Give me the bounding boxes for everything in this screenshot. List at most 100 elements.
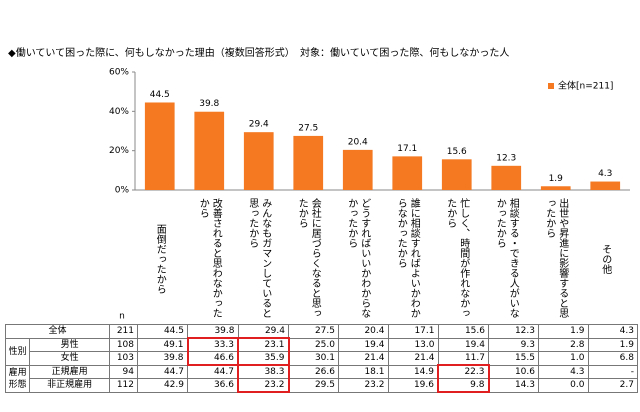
value-cell: 1.0 — [538, 351, 589, 366]
legend-label: 全体[n=211] — [558, 80, 613, 92]
n-cell: 108 — [109, 337, 138, 352]
value-label: 12.3 — [496, 153, 516, 163]
value-cell: 22.3 — [437, 364, 490, 379]
value-label: 39.8 — [199, 99, 219, 109]
n-cell: 94 — [109, 364, 138, 379]
value-cell: 19.4 — [437, 337, 489, 352]
value-cell: 6.8 — [587, 351, 638, 366]
value-cell: 44.7 — [187, 364, 239, 379]
value-cell: 27.5 — [288, 324, 339, 339]
value-cell: 44.5 — [137, 324, 188, 339]
x-tick-label: 相談する・できる人がいなかったから — [494, 198, 519, 318]
x-tick-label: どうすればいいかわからなかったから — [345, 198, 370, 318]
x-tick-label: その他 — [599, 244, 611, 274]
value-cell: 2.7 — [587, 378, 638, 393]
x-tick-label: 会社に居づらくなると思ったから — [296, 198, 321, 318]
table-row: 非正規雇用 112 42.9 36.6 23.2 29.5 23.2 19.6 9.8 14.3 0… — [6, 378, 638, 393]
row-label: 男性 — [29, 337, 110, 352]
value-label: 27.5 — [298, 123, 318, 133]
value-cell: 18.1 — [338, 364, 389, 379]
group-label: 性別 — [4, 337, 31, 366]
y-tick-label: 0% — [115, 186, 130, 196]
value-cell: 11.7 — [437, 351, 489, 366]
n-cell: 103 — [109, 351, 138, 366]
value-cell: 49.1 — [137, 337, 188, 352]
value-cell: 14.3 — [488, 378, 539, 393]
value-label: 1.9 — [549, 174, 564, 184]
value-cell: 38.3 — [237, 364, 290, 379]
bar — [144, 102, 175, 190]
value-cell: 12.3 — [488, 324, 539, 339]
bar — [491, 165, 522, 190]
value-label: 4.3 — [598, 169, 612, 179]
value-cell: 9.8 — [437, 378, 490, 393]
value-cell: 35.9 — [237, 351, 290, 366]
value-cell: 44.7 — [137, 364, 188, 379]
value-cell: 20.4 — [338, 324, 389, 339]
bar — [194, 111, 225, 190]
table-row: 雇用形態 正規雇用 94 44.7 44.7 38.3 26.6 18.1 14.9 22.3 10… — [4, 364, 638, 393]
value-cell: 26.6 — [288, 364, 339, 379]
value-cell: 39.8 — [137, 351, 188, 366]
value-label: 20.4 — [348, 137, 368, 147]
row-label: 全体 — [5, 324, 110, 339]
n-cell: 211 — [109, 324, 138, 339]
row-label: 女性 — [29, 351, 110, 366]
table-row: 性別 男性 108 49.1 33.3 23.1 25.0 19.4 13.0 19.4 9.3 2.… — [4, 337, 638, 366]
value-label: 15.6 — [447, 147, 467, 157]
bar — [342, 149, 373, 190]
table-row: 全体 211 44.5 39.8 29.4 27.5 20.4 17.1 15.6 12.3 1.9… — [5, 324, 638, 339]
value-cell: 46.6 — [186, 351, 239, 366]
value-cell: 4.3 — [587, 324, 638, 339]
value-cell: 39.8 — [187, 324, 239, 339]
x-tick-label: 面倒だったから — [154, 224, 166, 294]
value-cell: 30.1 — [288, 351, 339, 366]
bar — [392, 156, 423, 190]
bar — [590, 181, 621, 190]
value-cell: 13.0 — [387, 337, 439, 352]
value-cell: 25.0 — [288, 337, 339, 352]
subtitle: 対象：働いていて困った際、何もしなかった人 — [300, 48, 510, 59]
y-tick-label: 20% — [109, 146, 129, 156]
value-cell: 33.3 — [186, 337, 239, 352]
bar — [540, 186, 571, 190]
value-cell: 15.6 — [437, 324, 489, 339]
value-label: 44.5 — [150, 90, 170, 100]
value-cell: 2.8 — [538, 337, 589, 352]
legend-swatch — [548, 83, 554, 89]
value-cell: 21.4 — [387, 351, 439, 366]
value-cell: 42.9 — [137, 378, 188, 393]
value-cell: 36.6 — [187, 378, 239, 393]
n-header: n — [119, 312, 125, 322]
row-label: 非正規雇用 — [29, 378, 110, 393]
value-cell: - — [587, 364, 638, 379]
bar — [441, 159, 472, 190]
value-cell: 23.2 — [237, 378, 290, 393]
group-label: 雇用形態 — [4, 364, 31, 393]
data-table: 全体 211 44.5 39.8 29.4 27.5 20.4 17.1 15.6 12.3 1.9… — [4, 324, 638, 393]
n-cell: 112 — [109, 378, 138, 393]
x-tick-label: 改善されると思わなかったから — [197, 198, 222, 318]
value-cell: 14.9 — [387, 364, 439, 379]
x-tick-label: みんなもガマンしていると思ったから — [246, 198, 271, 318]
value-cell: 19.4 — [338, 337, 389, 352]
x-tick-label: 出世や昇進に影響すると思ったから — [543, 198, 568, 318]
y-tick-label: 60% — [109, 68, 129, 78]
value-cell: 10.6 — [488, 364, 539, 379]
bar — [293, 135, 324, 190]
value-cell: 17.1 — [387, 324, 439, 339]
value-cell: 15.5 — [488, 351, 539, 366]
value-cell: 0.0 — [538, 378, 589, 393]
value-cell: 29.5 — [288, 378, 339, 393]
value-label: 17.1 — [397, 144, 417, 154]
value-cell: 1.9 — [538, 324, 589, 339]
x-tick-label: 忙しく、時間が作れなかったから — [444, 198, 469, 318]
value-cell: 21.4 — [338, 351, 389, 366]
title: ◆働いていて困った際に、何もしなかった理由（複数回答形式） — [8, 48, 295, 59]
value-cell: 1.9 — [587, 337, 638, 352]
x-tick-label: 誰に相談すればよいかわからなかったから — [395, 198, 420, 318]
value-cell: 19.6 — [387, 378, 439, 393]
value-cell: 29.4 — [237, 324, 289, 339]
value-cell: 23.2 — [338, 378, 389, 393]
